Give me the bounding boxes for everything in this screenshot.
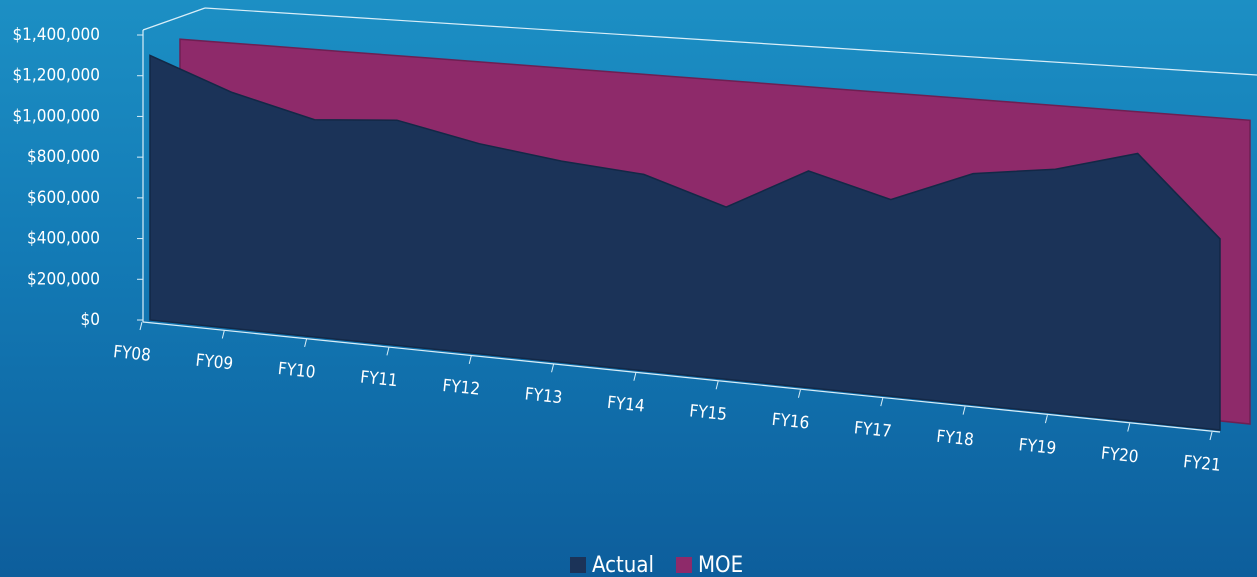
y-tick-label: $1,000,000 <box>12 106 100 126</box>
x-tick <box>797 389 801 398</box>
y-tick-label: $400,000 <box>27 229 100 249</box>
x-tick <box>468 355 472 364</box>
x-tick <box>715 381 719 390</box>
y-tick-label: $0 <box>81 310 100 330</box>
y-tick-label: $200,000 <box>27 269 100 289</box>
x-tick <box>221 330 225 339</box>
x-tick-label: FY10 <box>277 359 316 383</box>
x-tick-label: FY14 <box>606 393 645 417</box>
legend-swatch <box>675 557 692 573</box>
y-tick-label: $800,000 <box>27 147 100 167</box>
x-tick <box>139 321 143 331</box>
x-tick-label: FY15 <box>688 401 727 425</box>
x-tick <box>1127 423 1131 432</box>
x-tick-label: FY09 <box>195 351 234 375</box>
x-tick <box>880 398 884 407</box>
back-wall-edge <box>204 7 1257 76</box>
x-tick <box>1044 414 1048 424</box>
back-wall-edge <box>142 7 206 31</box>
x-tick-label: FY12 <box>441 376 480 400</box>
legend-label: MOE <box>698 553 743 577</box>
x-tick-label: FY21 <box>1182 452 1221 476</box>
y-tick-label: $600,000 <box>27 188 100 208</box>
x-tick <box>962 406 966 415</box>
legend-swatch <box>570 557 586 573</box>
x-tick-label: FY18 <box>935 427 974 451</box>
y-tick-label: $1,200,000 <box>12 66 100 86</box>
x-tick-label: FY20 <box>1100 444 1139 468</box>
x-tick-label: FY11 <box>359 367 398 391</box>
area <box>149 54 1221 431</box>
y-tick-label: $1,400,000 <box>12 25 100 45</box>
legend-label: Actual <box>592 553 654 577</box>
x-tick <box>551 364 555 373</box>
x-tick-label: FY13 <box>524 384 563 408</box>
x-tick-label: FY08 <box>112 342 151 366</box>
x-tick-label: FY16 <box>771 410 810 434</box>
x-tick-label: FY19 <box>1018 435 1057 459</box>
x-tick <box>386 347 390 356</box>
x-tick-label: FY17 <box>853 418 892 442</box>
x-tick <box>304 338 308 348</box>
x-tick <box>633 372 637 381</box>
x-tick <box>1209 431 1213 441</box>
x-axis <box>142 321 1221 433</box>
